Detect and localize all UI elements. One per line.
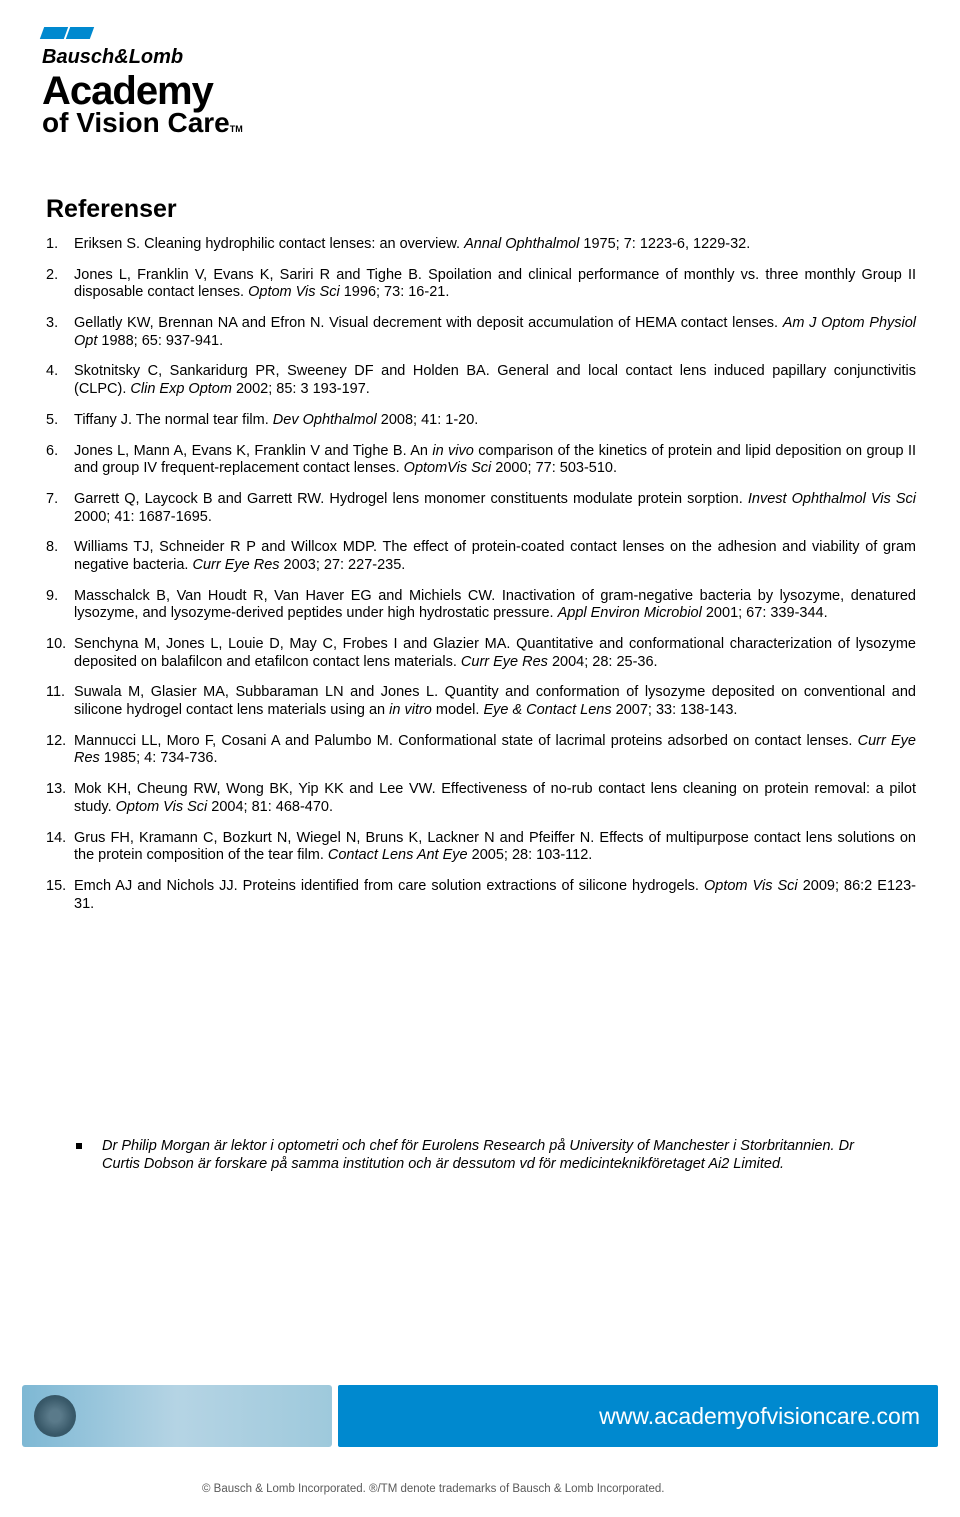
reference-text: Eriksen S. Cleaning hydrophilic contact … — [74, 236, 916, 254]
reference-item: 7.Garrett Q, Laycock B and Garrett RW. H… — [46, 491, 916, 526]
reference-number: 15. — [46, 878, 74, 913]
reference-text: Jones L, Mann A, Evans K, Franklin V and… — [74, 443, 916, 478]
reference-text: Suwala M, Glasier MA, Subbaraman LN and … — [74, 684, 916, 719]
logo-accent-bar — [42, 26, 243, 44]
brand-logo: Bausch&Lomb Academy of Vision CareTM — [42, 26, 243, 139]
reference-item: 5.Tiffany J. The normal tear film. Dev O… — [46, 412, 916, 430]
footer-url-stripe: www.academyofvisioncare.com — [338, 1385, 938, 1447]
reference-text: Emch AJ and Nichols JJ. Proteins identif… — [74, 878, 916, 913]
reference-text: Masschalck B, Van Houdt R, Van Haver EG … — [74, 588, 916, 623]
reference-item: 4.Skotnitsky C, Sankaridurg PR, Sweeney … — [46, 363, 916, 398]
copyright-text: © Bausch & Lomb Incorporated. ®/TM denot… — [202, 1483, 665, 1495]
reference-text: Grus FH, Kramann C, Bozkurt N, Wiegel N,… — [74, 830, 916, 865]
reference-item: 10.Senchyna M, Jones L, Louie D, May C, … — [46, 636, 916, 671]
reference-item: 12.Mannucci LL, Moro F, Cosani A and Pal… — [46, 733, 916, 768]
reference-number: 1. — [46, 236, 74, 254]
reference-item: 1.Eriksen S. Cleaning hydrophilic contac… — [46, 236, 916, 254]
author-bio-text: Dr Philip Morgan är lektor i optometri o… — [102, 1138, 854, 1172]
reference-text: Jones L, Franklin V, Evans K, Sariri R a… — [74, 267, 916, 302]
reference-number: 4. — [46, 363, 74, 398]
brand-name-academy: Academy — [42, 73, 243, 109]
reference-number: 10. — [46, 636, 74, 671]
reference-item: 11.Suwala M, Glasier MA, Subbaraman LN a… — [46, 684, 916, 719]
section-heading: Referenser — [46, 195, 177, 224]
reference-number: 14. — [46, 830, 74, 865]
reference-item: 13.Mok KH, Cheung RW, Wong BK, Yip KK an… — [46, 781, 916, 816]
author-bio-note: Dr Philip Morgan är lektor i optometri o… — [102, 1137, 872, 1173]
reference-text: Gellatly KW, Brennan NA and Efron N. Vis… — [74, 315, 916, 350]
reference-list: 1.Eriksen S. Cleaning hydrophilic contac… — [46, 236, 916, 926]
reference-text: Garrett Q, Laycock B and Garrett RW. Hyd… — [74, 491, 916, 526]
reference-number: 3. — [46, 315, 74, 350]
bullet-icon — [76, 1143, 82, 1149]
reference-item: 2.Jones L, Franklin V, Evans K, Sariri R… — [46, 267, 916, 302]
reference-number: 2. — [46, 267, 74, 302]
reference-number: 8. — [46, 539, 74, 574]
reference-item: 15.Emch AJ and Nichols JJ. Proteins iden… — [46, 878, 916, 913]
reference-number: 5. — [46, 412, 74, 430]
reference-text: Mannucci LL, Moro F, Cosani A and Palumb… — [74, 733, 916, 768]
reference-item: 3.Gellatly KW, Brennan NA and Efron N. V… — [46, 315, 916, 350]
reference-text: Senchyna M, Jones L, Louie D, May C, Fro… — [74, 636, 916, 671]
reference-item: 6.Jones L, Mann A, Evans K, Franklin V a… — [46, 443, 916, 478]
reference-text: Tiffany J. The normal tear film. Dev Oph… — [74, 412, 916, 430]
reference-text: Skotnitsky C, Sankaridurg PR, Sweeney DF… — [74, 363, 916, 398]
reference-number: 6. — [46, 443, 74, 478]
reference-item: 14.Grus FH, Kramann C, Bozkurt N, Wiegel… — [46, 830, 916, 865]
reference-number: 12. — [46, 733, 74, 768]
brand-name-vision: of Vision CareTM — [42, 107, 243, 139]
reference-number: 9. — [46, 588, 74, 623]
brand-name-bausch: Bausch&Lomb — [42, 46, 243, 69]
reference-item: 8.Williams TJ, Schneider R P and Willcox… — [46, 539, 916, 574]
footer-banner: www.academyofvisioncare.com — [22, 1377, 938, 1455]
reference-number: 13. — [46, 781, 74, 816]
reference-item: 9.Masschalck B, Van Houdt R, Van Haver E… — [46, 588, 916, 623]
reference-number: 11. — [46, 684, 74, 719]
footer-url: www.academyofvisioncare.com — [599, 1403, 920, 1430]
reference-text: Williams TJ, Schneider R P and Willcox M… — [74, 539, 916, 574]
reference-text: Mok KH, Cheung RW, Wong BK, Yip KK and L… — [74, 781, 916, 816]
footer-photo-strip — [22, 1385, 332, 1447]
reference-number: 7. — [46, 491, 74, 526]
